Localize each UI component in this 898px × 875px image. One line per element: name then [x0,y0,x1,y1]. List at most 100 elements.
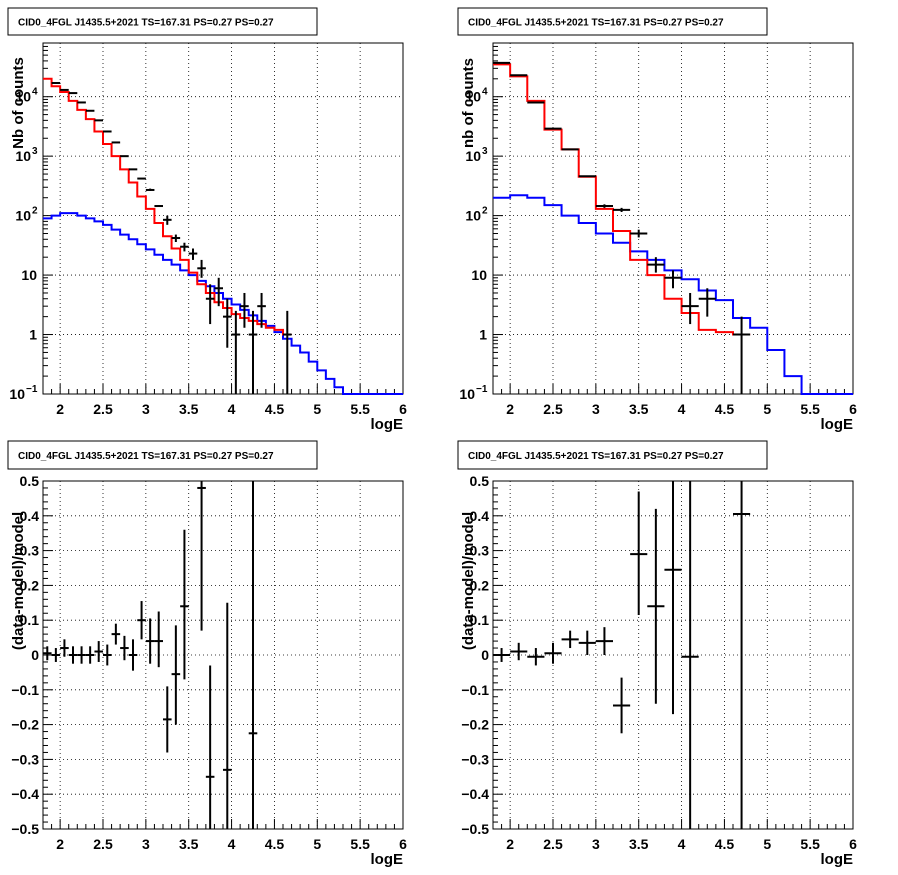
data-point [214,277,223,307]
data-point [664,270,682,289]
chart-title: CID0_4FGL J1435.5+2021 TS=167.31 PS=0.27… [18,18,274,29]
x-tick-label: 5.5 [800,836,820,852]
data-point [630,491,648,615]
y-tick-label: 0.5 [20,473,40,489]
y-tick-label-base: 10 [9,386,25,402]
y-tick-label: −0.3 [11,751,39,767]
y-tick-label-exponent: 3 [482,146,488,157]
y-tick-label-base: 10 [459,386,475,402]
title-box [7,7,318,36]
data-point [197,481,206,631]
data-point [578,630,596,655]
y-tick-label-exponent: 3 [32,146,38,157]
x-tick-label: 4 [678,401,686,417]
data-point [561,630,579,649]
x-tick-label: 4.5 [715,401,735,417]
x-tick-label: 4 [228,401,236,417]
x-tick-label: 2.5 [93,836,113,852]
data-point [510,642,528,661]
total-model-histogram [43,77,292,336]
y-tick-label: −0.1 [11,682,39,698]
x-tick-label: 4.5 [715,836,735,852]
data-point [223,298,232,348]
x-tick-label: 3 [592,836,600,852]
x-tick-label: 5 [313,836,321,852]
data-point [681,481,699,829]
data-point [595,204,613,208]
x-tick-label: 6 [849,401,857,417]
y-tick-label: −0.2 [11,717,39,733]
data-point [197,259,206,278]
panel-4: CID0_4FGL J1435.5+2021 TS=167.31 PS=0.27… [457,440,857,868]
y-tick-label-base: 10 [15,89,31,105]
x-axis-label: logE [371,851,404,868]
data-point [248,310,258,394]
x-tick-label: 2 [506,401,514,417]
data-point [664,481,682,715]
data-point [60,639,69,657]
y-axis-label: nb of counts [460,58,477,148]
y-tick-label: 0.2 [20,577,40,593]
data-point [257,292,266,328]
data-point [647,257,665,273]
data-point [205,665,215,829]
chart-title: CID0_4FGL J1435.5+2021 TS=167.31 PS=0.27… [468,18,724,29]
y-tick-label-exponent: −1 [26,384,38,395]
y-tick-label-exponent: −1 [476,384,488,395]
data-point [51,648,61,662]
plot-frame [492,42,854,395]
x-tick-label: 2 [506,836,514,852]
x-tick-label: 5.5 [350,401,370,417]
data-point [613,207,631,213]
x-tick-label: 2 [56,401,64,417]
x-tick-label: 4 [678,836,686,852]
data-point [128,639,138,671]
data-point [240,292,249,328]
y-axis-label: (data-model)/model [460,512,477,650]
data-point [527,648,545,666]
x-axis-label: logE [371,416,404,433]
x-tick-label: 2.5 [93,401,113,417]
x-tick-label: 3.5 [179,836,199,852]
x-tick-label: 4.5 [265,836,285,852]
data-point [630,229,648,238]
data-point [145,188,155,191]
y-tick-label: −0.2 [461,717,489,733]
y-tick-label-exponent: 4 [32,87,38,98]
x-tick-label: 3 [142,836,150,852]
x-tick-label: 5 [313,401,321,417]
data-point [205,284,215,325]
y-tick-label: −0.4 [461,786,489,802]
y-tick-label-base: 10 [15,148,31,164]
y-axis-label: Nb of counts [10,57,27,149]
panel-3: CID0_4FGL J1435.5+2021 TS=167.31 PS=0.27… [7,440,407,868]
x-tick-label: 5 [763,836,771,852]
y-tick-label: 0.3 [470,543,490,559]
y-tick-label-base: 10 [15,208,31,224]
y-tick-label: −0.5 [461,821,489,837]
x-axis-label: logE [821,851,854,868]
source-model-histogram [43,212,403,395]
data-point [137,601,146,640]
y-tick-label: −0.4 [11,786,39,802]
x-tick-label: 5 [763,401,771,417]
x-tick-label: 6 [399,836,407,852]
data-point [154,205,163,208]
x-tick-label: 3.5 [629,401,649,417]
data-point [180,242,189,252]
title-box [457,7,768,36]
data-point [613,677,631,734]
y-tick-label-base: 10 [465,148,481,164]
y-tick-label: 10 [471,267,487,283]
panel-1: CID0_4FGL J1435.5+2021 TS=167.31 PS=0.27… [7,7,407,433]
y-tick-label-exponent: 4 [482,87,488,98]
data-point [43,646,52,661]
y-tick-label: 0.4 [470,508,490,524]
total-model-histogram [493,63,751,336]
data-point [188,248,198,260]
y-tick-label-base: 10 [465,89,481,105]
data-point [493,648,511,662]
data-point [85,646,95,664]
y-tick-label: 0.3 [20,543,40,559]
